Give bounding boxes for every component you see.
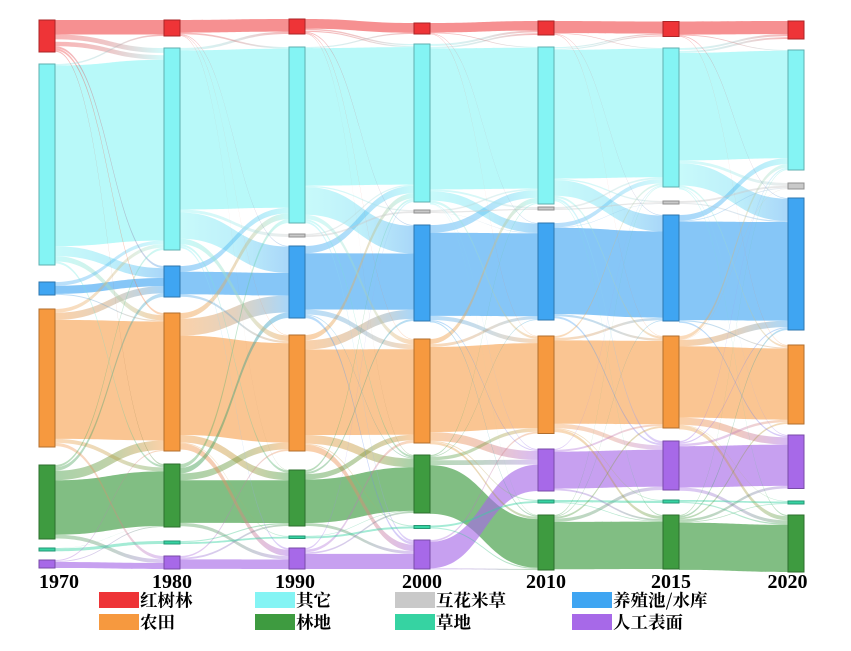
svg-text:2020: 2020	[768, 571, 808, 593]
svg-text:2015: 2015	[651, 571, 691, 593]
svg-text:2010: 2010	[526, 571, 566, 593]
svg-text:1970: 1970	[39, 571, 79, 593]
svg-text:1990: 1990	[275, 571, 315, 593]
svg-text:2000: 2000	[402, 571, 442, 593]
svg-text:1980: 1980	[152, 571, 192, 593]
